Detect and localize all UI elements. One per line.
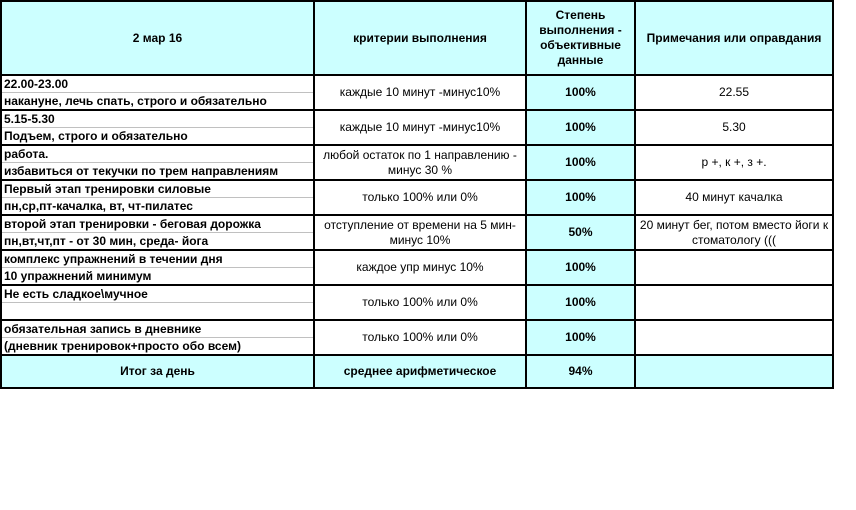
daily-tracker-table: 2 мар 16 критерии выполнения Степень вып… <box>0 0 834 389</box>
total-label[interactable]: Итог за день <box>0 354 315 389</box>
task-cell[interactable]: комплекс упражнений в течении дня 10 упра… <box>0 249 315 286</box>
task-description: пн,ср,пт-качалка, вт, чт-пилатес <box>2 197 313 214</box>
task-cell[interactable]: Первый этап тренировки силовые пн,ср,пт-к… <box>0 179 315 216</box>
task-time: работа. <box>4 147 49 161</box>
task-cell[interactable]: работа. избавиться от текучки по трем нап… <box>0 144 315 181</box>
percent-cell[interactable]: 100% <box>525 284 636 321</box>
total-note[interactable] <box>634 354 834 389</box>
task-cell[interactable]: 22.00-23.00 накануне, лечь спать, строго … <box>0 74 315 111</box>
note-cell[interactable] <box>634 249 834 286</box>
criteria-cell[interactable]: каждые 10 минут -минус10% <box>313 74 527 111</box>
table-row: Не есть сладкое\мучное только 100% или 0… <box>0 284 834 321</box>
percent-cell[interactable]: 100% <box>525 249 636 286</box>
table-row: комплекс упражнений в течении дня 10 упра… <box>0 249 834 286</box>
task-time: обязательная запись в дневнике <box>4 322 202 336</box>
task-cell[interactable]: 5.15-5.30 Подъем, строго и обязательно <box>0 109 315 146</box>
task-description: накануне, лечь спать, строго и обязатель… <box>2 92 313 109</box>
task-description: 10 упражнений минимум <box>2 267 313 284</box>
note-cell[interactable]: 22.55 <box>634 74 834 111</box>
note-cell[interactable]: 20 минут бег, потом вместо йоги к стомат… <box>634 214 834 251</box>
percent-cell[interactable]: 50% <box>525 214 636 251</box>
total-row: Итог за день среднее арифметическое 94% <box>0 354 834 389</box>
header-notes[interactable]: Примечания или оправдания <box>634 0 834 76</box>
criteria-cell[interactable]: только 100% или 0% <box>313 179 527 216</box>
table-row: 5.15-5.30 Подъем, строго и обязательно ка… <box>0 109 834 146</box>
note-cell[interactable]: 5.30 <box>634 109 834 146</box>
task-description: избавиться от текучки по трем направлени… <box>2 162 313 179</box>
note-cell[interactable]: р +, к +, з +. <box>634 144 834 181</box>
criteria-cell[interactable]: каждое упр минус 10% <box>313 249 527 286</box>
note-cell[interactable]: 40 минут качалка <box>634 179 834 216</box>
header-date[interactable]: 2 мар 16 <box>0 0 315 76</box>
note-cell[interactable] <box>634 284 834 321</box>
task-cell[interactable]: обязательная запись в дневнике (дневник т… <box>0 319 315 356</box>
table-row: второй этап тренировки - беговая дорожка… <box>0 214 834 251</box>
header-criteria[interactable]: критерии выполнения <box>313 0 527 76</box>
header-completion[interactable]: Степень выполнения - объективные данные <box>525 0 636 76</box>
percent-cell[interactable]: 100% <box>525 109 636 146</box>
task-time: комплекс упражнений в течении дня <box>4 252 223 266</box>
header-row: 2 мар 16 критерии выполнения Степень вып… <box>0 0 834 76</box>
task-description: Подъем, строго и обязательно <box>2 127 313 144</box>
criteria-cell[interactable]: отступление от времени на 5 мин- минус 1… <box>313 214 527 251</box>
task-description: пн,вт,чт,пт - от 30 мин, среда- йога <box>2 232 313 249</box>
percent-cell[interactable]: 100% <box>525 179 636 216</box>
task-time: Первый этап тренировки силовые <box>4 182 211 196</box>
table-row: работа. избавиться от текучки по трем нап… <box>0 144 834 181</box>
table-row: обязательная запись в дневнике (дневник т… <box>0 319 834 356</box>
percent-cell[interactable]: 100% <box>525 74 636 111</box>
percent-cell[interactable]: 100% <box>525 319 636 356</box>
total-criteria[interactable]: среднее арифметическое <box>313 354 527 389</box>
task-cell[interactable]: Не есть сладкое\мучное <box>0 284 315 321</box>
note-cell[interactable] <box>634 319 834 356</box>
task-description <box>2 302 313 319</box>
task-time: второй этап тренировки - беговая дорожка <box>4 217 261 231</box>
task-time: 22.00-23.00 <box>4 77 69 91</box>
task-time: Не есть сладкое\мучное <box>4 287 148 301</box>
criteria-cell[interactable]: только 100% или 0% <box>313 319 527 356</box>
table-row: Первый этап тренировки силовые пн,ср,пт-к… <box>0 179 834 216</box>
total-percent[interactable]: 94% <box>525 354 636 389</box>
criteria-cell[interactable]: каждые 10 минут -минус10% <box>313 109 527 146</box>
table-row: 22.00-23.00 накануне, лечь спать, строго … <box>0 74 834 111</box>
task-time: 5.15-5.30 <box>4 112 55 126</box>
percent-cell[interactable]: 100% <box>525 144 636 181</box>
criteria-cell[interactable]: любой остаток по 1 направлению - минус 3… <box>313 144 527 181</box>
task-description: (дневник тренировок+просто обо всем) <box>2 337 313 354</box>
criteria-cell[interactable]: только 100% или 0% <box>313 284 527 321</box>
task-cell[interactable]: второй этап тренировки - беговая дорожка… <box>0 214 315 251</box>
